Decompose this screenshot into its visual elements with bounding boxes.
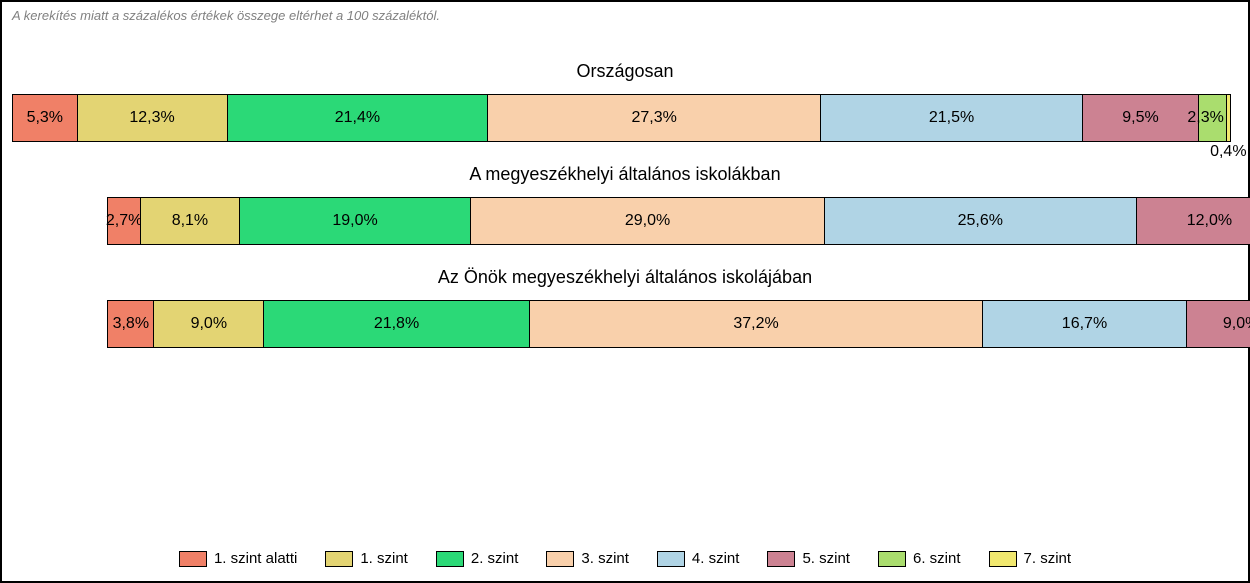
- bars-area: Országosan 5,3% 12,3% 21,4% 27,3% 21,5% 9,5% 2,…: [12, 61, 1238, 348]
- bar-segment: 2,7%: [107, 197, 140, 245]
- bar-segment: 27,3%: [487, 94, 820, 142]
- legend-item: 5. szint: [767, 550, 850, 567]
- bar-segment: 21,8%: [263, 300, 529, 348]
- segment-label: 21,5%: [929, 109, 974, 127]
- legend-swatch: [657, 551, 685, 567]
- legend-label: 7. szint: [1024, 550, 1072, 567]
- legend-label: 6. szint: [913, 550, 961, 567]
- bar-group: A megyeszékhelyi általános iskolákban 2,7…: [12, 164, 1238, 245]
- bar-segment: 0,4%: [1226, 94, 1231, 142]
- bar-title: A megyeszékhelyi általános iskolákban: [12, 164, 1238, 185]
- legend-swatch: [878, 551, 906, 567]
- legend-swatch: [989, 551, 1017, 567]
- legend-item: 1. szint alatti: [179, 550, 297, 567]
- legend-swatch: [179, 551, 207, 567]
- segment-label: 12,0%: [1187, 212, 1232, 230]
- legend-item: 7. szint: [989, 550, 1072, 567]
- bar-segment: 16,7%: [982, 300, 1186, 348]
- bar-segment: 9,0%: [153, 300, 263, 348]
- legend-item: 6. szint: [878, 550, 961, 567]
- bar-group: Az Önök megyeszékhelyi általános iskoláj…: [12, 267, 1238, 348]
- legend-swatch: [546, 551, 574, 567]
- bar-segment: 12,0%: [1136, 197, 1250, 245]
- legend-swatch: [767, 551, 795, 567]
- legend-swatch: [436, 551, 464, 567]
- bar-segment: 12,3%: [77, 94, 227, 142]
- segment-label: 2,3%: [1187, 109, 1223, 127]
- bar-segment: 21,4%: [227, 94, 488, 142]
- segment-label: 3,8%: [113, 315, 149, 333]
- segment-label: 37,2%: [733, 315, 778, 333]
- bar-segment: 8,1%: [140, 197, 239, 245]
- stacked-bar: 3,8%9,0%21,8%37,2%16,7%9,0%2,6%: [107, 300, 1250, 348]
- bar-segment: 29,0%: [470, 197, 823, 245]
- bar-segment: 2,3%: [1198, 94, 1226, 142]
- bar-row: 2,7%8,1%19,0%29,0%25,6%12,0%3,1%0,6%: [12, 197, 1238, 245]
- segment-label: 9,5%: [1122, 109, 1158, 127]
- legend-label: 5. szint: [802, 550, 850, 567]
- segment-label: 25,6%: [958, 212, 1003, 230]
- segment-label: 9,0%: [1223, 315, 1250, 333]
- legend-item: 3. szint: [546, 550, 629, 567]
- bar-segment: 25,6%: [824, 197, 1136, 245]
- legend-label: 1. szint: [360, 550, 408, 567]
- stacked-bar: 5,3% 12,3% 21,4% 27,3% 21,5% 9,5% 2,3%0,4%: [12, 94, 1231, 142]
- legend-label: 1. szint alatti: [214, 550, 297, 567]
- legend-swatch: [325, 551, 353, 567]
- rounding-note: A kerekítés miatt a százalékos értékek ö…: [12, 8, 1238, 23]
- chart-container: A kerekítés miatt a százalékos értékek ö…: [0, 0, 1250, 583]
- bar-title: Országosan: [12, 61, 1238, 82]
- legend-label: 3. szint: [581, 550, 629, 567]
- bar-title: Az Önök megyeszékhelyi általános iskoláj…: [12, 267, 1238, 288]
- segment-label: 16,7%: [1062, 315, 1107, 333]
- legend-item: 2. szint: [436, 550, 519, 567]
- segment-label: 0,4%: [1210, 143, 1246, 161]
- legend-item: 4. szint: [657, 550, 740, 567]
- bar-segment: 9,5%: [1082, 94, 1198, 142]
- bar-row: 3,8%9,0%21,8%37,2%16,7%9,0%2,6%: [12, 300, 1238, 348]
- segment-label: 9,0%: [191, 315, 227, 333]
- segment-label: 2,7%: [106, 212, 142, 230]
- segment-label: 19,0%: [332, 212, 377, 230]
- bar-group: Országosan 5,3% 12,3% 21,4% 27,3% 21,5% 9,5% 2,…: [12, 61, 1238, 142]
- bar-segment: 21,5%: [820, 94, 1082, 142]
- segment-label: 5,3%: [27, 109, 63, 127]
- segment-label: 12,3%: [129, 109, 174, 127]
- bar-row: 5,3% 12,3% 21,4% 27,3% 21,5% 9,5% 2,3%0,4%: [12, 94, 1238, 142]
- bar-segment: 37,2%: [529, 300, 982, 348]
- segment-label: 8,1%: [172, 212, 208, 230]
- bar-segment: 5,3%: [12, 94, 77, 142]
- segment-label: 21,8%: [374, 315, 419, 333]
- segment-label: 29,0%: [625, 212, 670, 230]
- segment-label: 21,4%: [335, 109, 380, 127]
- legend-label: 2. szint: [471, 550, 519, 567]
- bar-segment: 9,0%: [1186, 300, 1250, 348]
- segment-label: 27,3%: [631, 109, 676, 127]
- legend-item: 1. szint: [325, 550, 408, 567]
- legend-label: 4. szint: [692, 550, 740, 567]
- stacked-bar: 2,7%8,1%19,0%29,0%25,6%12,0%3,1%0,6%: [107, 197, 1250, 245]
- bar-segment: 3,8%: [107, 300, 153, 348]
- bar-segment: 19,0%: [239, 197, 471, 245]
- legend: 1. szint alatti 1. szint 2. szint 3. szint 4…: [2, 550, 1248, 567]
